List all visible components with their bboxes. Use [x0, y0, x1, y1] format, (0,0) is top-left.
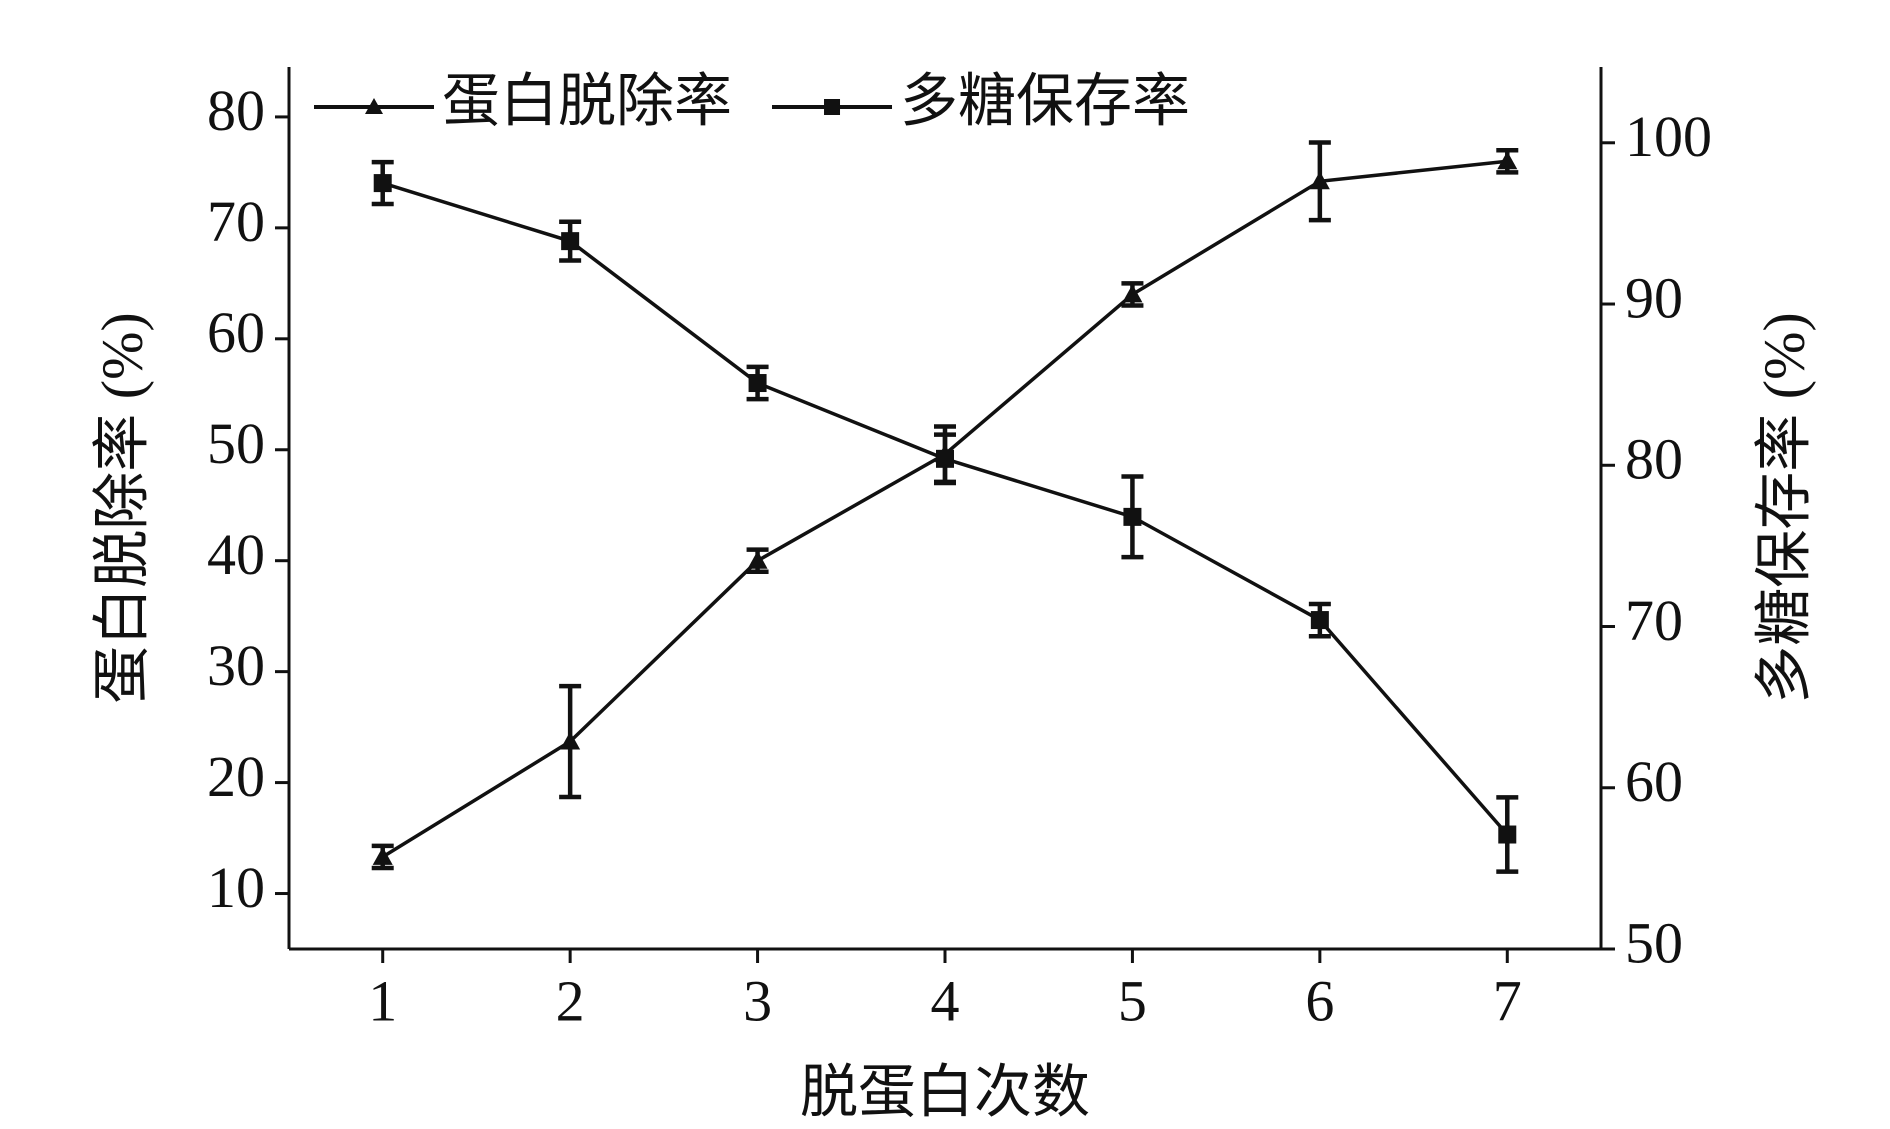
marker — [1497, 151, 1518, 170]
x-tick-label: 6 — [1305, 968, 1334, 1033]
x-tick-label: 3 — [743, 968, 772, 1033]
y2-tick-label: 60 — [1625, 749, 1683, 814]
y-tick-label: 30 — [207, 633, 265, 698]
y-tick-label: 10 — [207, 855, 265, 920]
x-tick-label: 4 — [931, 968, 960, 1033]
legend-label: 多糖保存率 — [900, 68, 1190, 133]
x-tick-label: 1 — [368, 968, 397, 1033]
y2-tick-label: 70 — [1625, 588, 1683, 653]
y-tick-label: 20 — [207, 744, 265, 809]
y2-axis-title: 多糖保存率 (%) — [1751, 312, 1816, 703]
marker — [561, 232, 580, 251]
marker — [1123, 507, 1142, 526]
marker — [1310, 611, 1329, 630]
legend-marker — [824, 99, 841, 115]
y-tick-label: 70 — [207, 189, 265, 254]
marker — [936, 449, 954, 468]
y-tick-label: 50 — [207, 411, 265, 476]
legend-marker — [365, 98, 383, 114]
marker — [373, 174, 392, 193]
y2-tick-label: 50 — [1625, 910, 1683, 975]
series-line — [382, 181, 1509, 836]
y-axis-title: 蛋白脱除率 (%) — [89, 312, 154, 703]
series-line — [381, 159, 1508, 859]
y-tick-label: 80 — [207, 78, 265, 143]
y2-tick-label: 80 — [1625, 427, 1683, 492]
x-tick-label: 2 — [556, 968, 585, 1033]
y2-tick-label: 100 — [1625, 104, 1712, 169]
x-tick-label: 7 — [1493, 968, 1522, 1033]
x-tick-label: 5 — [1118, 968, 1147, 1033]
y2-tick-label: 90 — [1625, 265, 1683, 330]
marker — [1498, 825, 1517, 844]
marker — [1122, 284, 1143, 303]
marker — [748, 374, 767, 393]
legend-label: 蛋白脱除率 — [442, 68, 732, 133]
marker — [747, 550, 768, 569]
marker — [560, 731, 581, 750]
marker — [1309, 171, 1330, 190]
y-tick-label: 40 — [207, 522, 265, 587]
x-axis-title: 脱蛋白次数 — [800, 1059, 1090, 1124]
marker — [372, 846, 393, 865]
y-tick-label: 60 — [207, 300, 265, 365]
